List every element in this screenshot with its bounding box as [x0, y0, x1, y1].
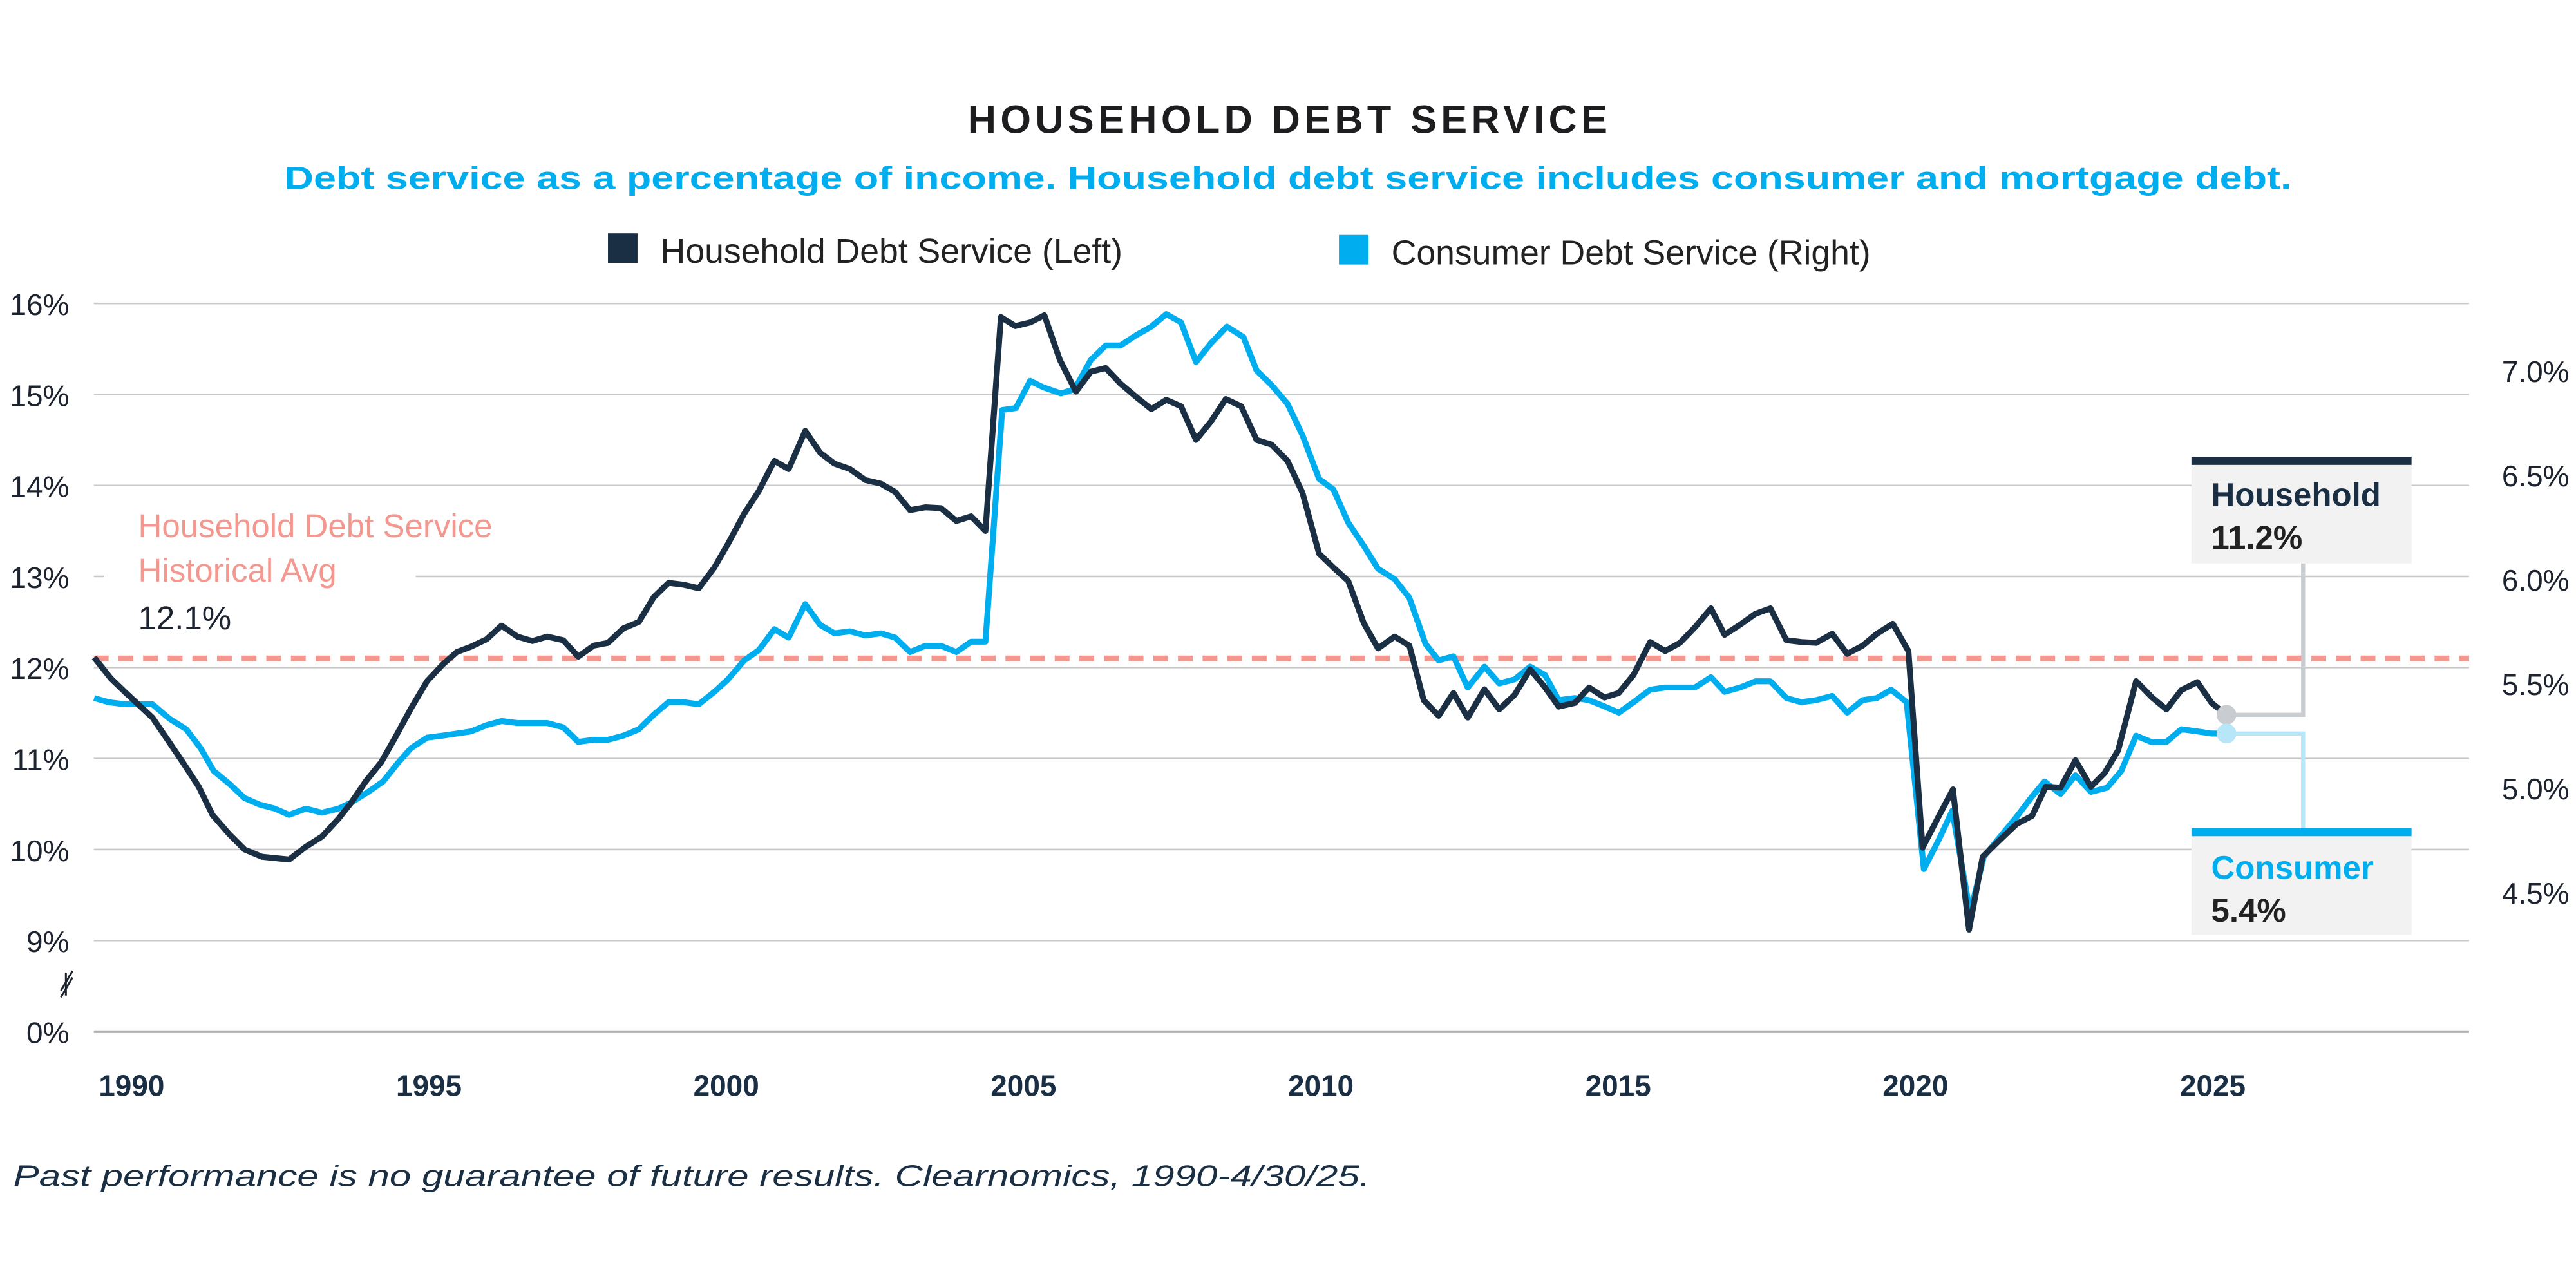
x-tick-label: 2005 — [990, 1069, 1056, 1102]
consumer-annotation-box — [2191, 834, 2412, 935]
gridlines — [93, 302, 2469, 1033]
consumer-annotation-value: 5.4% — [2211, 892, 2286, 929]
axis-break-icon — [60, 970, 73, 998]
x-tick-label: 1995 — [396, 1069, 462, 1102]
historical-average-label: Household Debt Service Historical Avg 12… — [103, 496, 493, 638]
right-tick-label: 6.5% — [2502, 459, 2570, 493]
left-tick-label: 13% — [10, 561, 70, 594]
consumer-debt-service-line — [93, 311, 2227, 916]
chart-title: HOUSEHOLD DEBT SERVICE — [968, 98, 1612, 142]
right-tick-label: 5.0% — [2502, 772, 2570, 806]
right-tick-label: 7.0% — [2502, 355, 2570, 388]
household-annotation-value: 11.2% — [2211, 519, 2302, 556]
x-tick-label: 2015 — [1586, 1069, 1651, 1102]
footer-note: Past performance is no guarantee of futu… — [14, 1159, 1370, 1193]
x-tick-label: 2000 — [694, 1069, 759, 1102]
legend: Household Debt Service (Left) Consumer D… — [608, 233, 1871, 272]
left-tick-label: 12% — [10, 652, 70, 685]
right-tick-label: 6.0% — [2502, 564, 2570, 597]
right-axis-ticks: 7.0% 6.5% 6.0% 5.5% 5.0% 4.5% — [2502, 355, 2570, 910]
legend-label-household: Household Debt Service (Left) — [661, 233, 1122, 271]
left-tick-label: 14% — [10, 470, 70, 504]
x-tick-label: 2020 — [1882, 1069, 1948, 1102]
right-tick-label: 5.5% — [2502, 668, 2570, 701]
left-tick-label: 9% — [26, 925, 69, 958]
x-tick-label: 2010 — [1288, 1069, 1354, 1102]
legend-label-consumer: Consumer Debt Service (Right) — [1392, 234, 1871, 272]
legend-swatch-household — [608, 233, 638, 263]
legend-swatch-consumer — [1339, 234, 1368, 265]
left-tick-label: 16% — [10, 288, 70, 321]
right-tick-label: 4.5% — [2502, 877, 2570, 910]
household-debt-service-line — [91, 312, 2229, 933]
household-annotation-box — [2191, 463, 2412, 564]
x-axis-ticks: 1990 1995 2000 2005 2010 2015 2020 2025 — [99, 1069, 2246, 1102]
average-label-line1: Household Debt Service — [138, 508, 493, 544]
annotation-household: Household 11.2% — [2191, 457, 2412, 725]
household-end-marker — [2216, 705, 2237, 725]
x-tick-label: 1990 — [99, 1069, 164, 1102]
annotation-consumer: Consumer 5.4% — [2191, 723, 2412, 935]
x-tick-label: 2025 — [2180, 1069, 2246, 1102]
left-axis-ticks: 16% 15% 14% 13% 12% 11% 10% 9% 0% — [10, 288, 70, 1050]
household-annotation-label: Household — [2211, 477, 2381, 513]
chart-subtitle: Debt service as a percentage of income. … — [285, 160, 2292, 196]
left-tick-label: 11% — [12, 743, 69, 776]
consumer-annotation-label: Consumer — [2211, 850, 2373, 886]
consumer-connector — [2226, 731, 2306, 832]
household-connector — [2226, 563, 2306, 717]
consumer-end-marker — [2216, 723, 2237, 744]
series-lines — [91, 311, 2229, 933]
consumer-annotation-bar — [2191, 828, 2412, 837]
left-tick-label: 10% — [10, 834, 70, 868]
left-tick-label: 0% — [26, 1016, 69, 1050]
household-annotation-bar — [2191, 457, 2412, 465]
left-tick-label: 15% — [10, 379, 70, 412]
average-value: 12.1% — [138, 600, 232, 636]
average-label-line2: Historical Avg — [138, 552, 337, 589]
